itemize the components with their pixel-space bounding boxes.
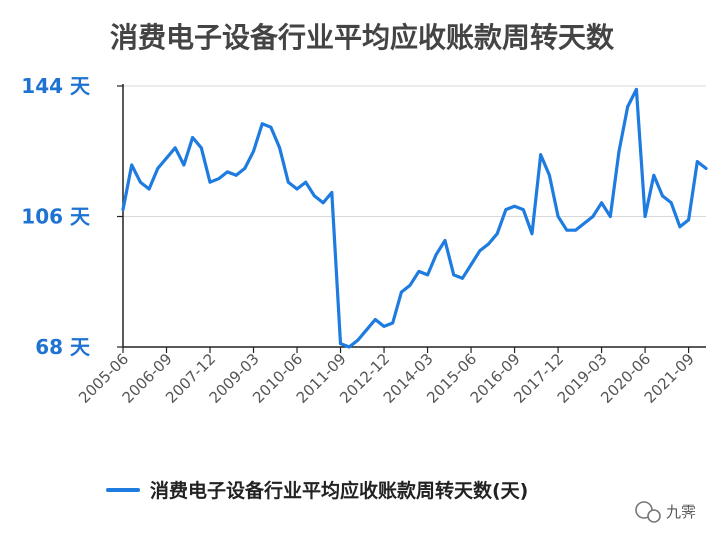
data-point (130, 163, 134, 167)
data-point (617, 149, 621, 153)
data-point (295, 187, 299, 191)
data-point (208, 180, 212, 184)
legend-label: 消费电子设备行业平均应收账款周转天数(天) (150, 479, 528, 502)
data-point (365, 328, 369, 332)
data-point (156, 167, 160, 170)
data-point (226, 170, 229, 174)
data-point (400, 290, 403, 294)
data-point (626, 105, 630, 109)
y-tick-label: 106 天 (21, 205, 91, 229)
data-point (582, 221, 586, 225)
data-point (634, 88, 638, 91)
y-tick-labels: 144 天 106 天 68 天 (21, 74, 91, 359)
watermark-text: 九霁 (666, 503, 696, 521)
watermark: 九霁 (635, 501, 696, 523)
data-point (304, 180, 308, 184)
data-point (139, 180, 142, 184)
data-point (669, 201, 673, 205)
data-point (260, 122, 264, 126)
chart-title: 消费电子设备行业平均应收账款周转天数 (110, 21, 615, 54)
data-point (478, 249, 482, 253)
data-point (252, 149, 255, 153)
data-point (469, 263, 473, 266)
x-tick-labels: 2005-062006-092007-122009-032010-062011-… (75, 350, 698, 407)
data-point (434, 252, 438, 256)
series-line (121, 87, 708, 349)
data-point (165, 156, 168, 160)
data-point (565, 228, 569, 232)
data-point (356, 338, 360, 342)
data-point (347, 345, 351, 349)
data-point (408, 283, 412, 287)
data-point (547, 173, 551, 177)
data-point (487, 242, 490, 246)
series-layer (121, 87, 708, 349)
data-point (391, 321, 395, 325)
data-point (199, 146, 203, 150)
data-point (373, 318, 377, 321)
data-point (417, 270, 421, 273)
data-point (182, 163, 186, 167)
data-point (600, 201, 603, 205)
y-tick-label: 144 天 (21, 74, 91, 98)
data-point (382, 324, 386, 328)
data-point (574, 228, 577, 232)
data-point (339, 342, 342, 345)
data-point (661, 194, 664, 198)
data-point (234, 173, 238, 177)
data-point (556, 215, 560, 218)
data-point (704, 167, 708, 170)
data-point (147, 187, 151, 191)
data-point (521, 208, 525, 212)
wechat-icon (635, 501, 661, 523)
data-point (530, 232, 534, 236)
legend: 消费电子设备行业平均应收账款周转天数(天) (106, 479, 528, 502)
data-point (269, 125, 273, 129)
data-point (460, 276, 464, 280)
data-point (217, 177, 221, 181)
data-point (243, 167, 247, 170)
data-point (191, 136, 195, 139)
data-point (495, 232, 499, 236)
data-point (687, 218, 690, 222)
y-tick-label: 68 天 (35, 335, 91, 359)
data-point (121, 208, 125, 212)
data-point (286, 180, 290, 184)
data-point (652, 173, 656, 177)
data-point (539, 153, 543, 157)
data-point (426, 273, 429, 277)
data-point (643, 215, 647, 218)
data-point (313, 194, 316, 198)
data-point (591, 215, 595, 218)
data-point (330, 191, 334, 194)
data-point (695, 160, 699, 163)
data-point (443, 239, 447, 242)
data-point (321, 201, 325, 205)
data-point (173, 146, 177, 150)
data-point (608, 215, 612, 218)
data-point (504, 208, 508, 212)
data-point (278, 146, 282, 150)
data-point (452, 273, 456, 277)
axis-layer (117, 84, 706, 353)
data-point (678, 225, 682, 229)
data-point (513, 204, 516, 208)
